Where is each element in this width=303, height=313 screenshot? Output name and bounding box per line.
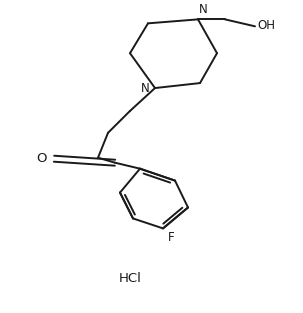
Text: HCl: HCl: [118, 272, 142, 285]
Text: F: F: [168, 231, 175, 244]
Text: OH: OH: [257, 19, 275, 32]
Text: N: N: [141, 82, 149, 95]
Text: N: N: [199, 3, 208, 16]
Text: O: O: [36, 152, 47, 165]
